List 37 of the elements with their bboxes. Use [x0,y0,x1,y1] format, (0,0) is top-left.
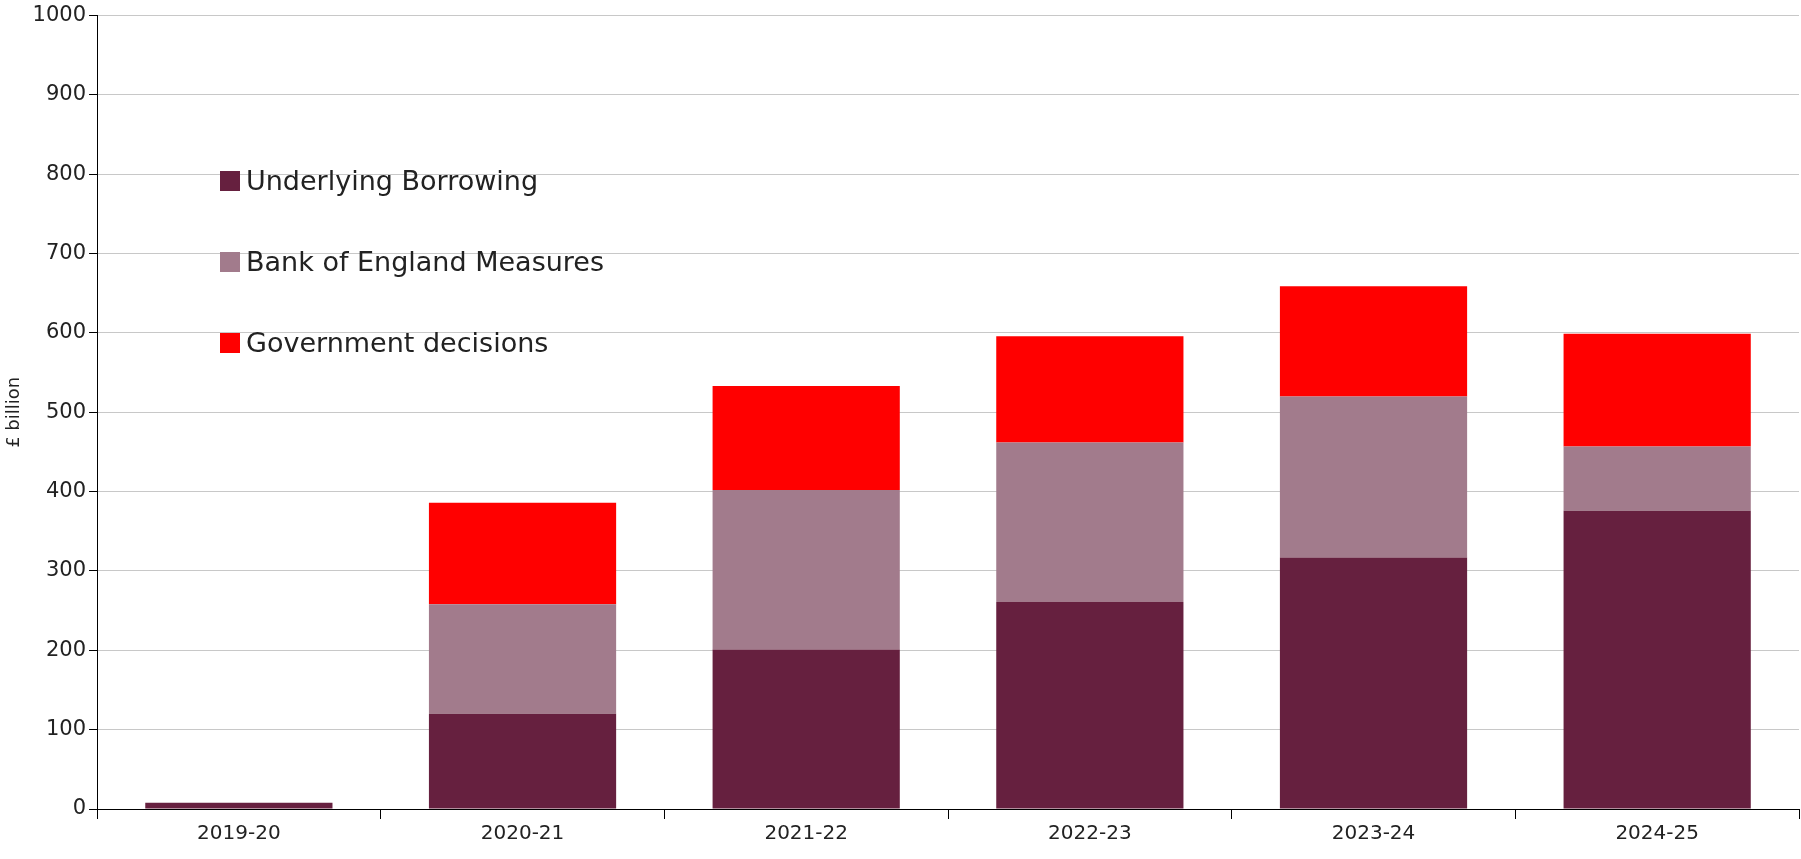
bar [996,442,1184,602]
y-tick-label: 500 [45,398,87,423]
y-tick-label: 600 [45,319,87,344]
bar [1563,446,1751,511]
x-tick-label: 2022-23 [1048,820,1132,845]
bar [1279,396,1468,558]
y-tick-label: 900 [45,81,87,106]
bar [1563,510,1751,809]
bar [712,386,900,491]
y-tick-label: 0 [72,795,87,820]
bar [712,649,900,809]
y-axis-title: £ billion [2,376,24,448]
legend-label: Underlying Borrowing [246,165,539,196]
bar [428,713,617,809]
bar [712,490,900,650]
y-tick-label: 200 [45,636,87,661]
y-tick-label: 700 [45,240,87,265]
y-tick-label: 1000 [32,2,87,27]
bar [996,336,1184,443]
bar [1279,557,1468,809]
bar [996,601,1184,809]
bar [145,802,333,809]
x-tick-label: 2024-25 [1615,820,1699,845]
legend-label: Bank of England Measures [246,246,605,277]
x-tick-label: 2020-21 [480,820,565,845]
bar [1279,286,1468,397]
y-tick-label: 300 [45,557,87,582]
x-tick-label: 2021-22 [764,820,848,845]
legend-label: Government decisions [246,327,549,358]
x-tick-label: 2023-24 [1331,820,1416,845]
x-tick-label: 2019-20 [197,820,281,845]
y-tick-label: 400 [45,478,87,503]
y-tick-label: 100 [45,716,87,741]
y-tick-label: 800 [45,160,87,185]
bar [428,604,617,714]
bar [428,502,617,605]
bar [1563,333,1751,447]
